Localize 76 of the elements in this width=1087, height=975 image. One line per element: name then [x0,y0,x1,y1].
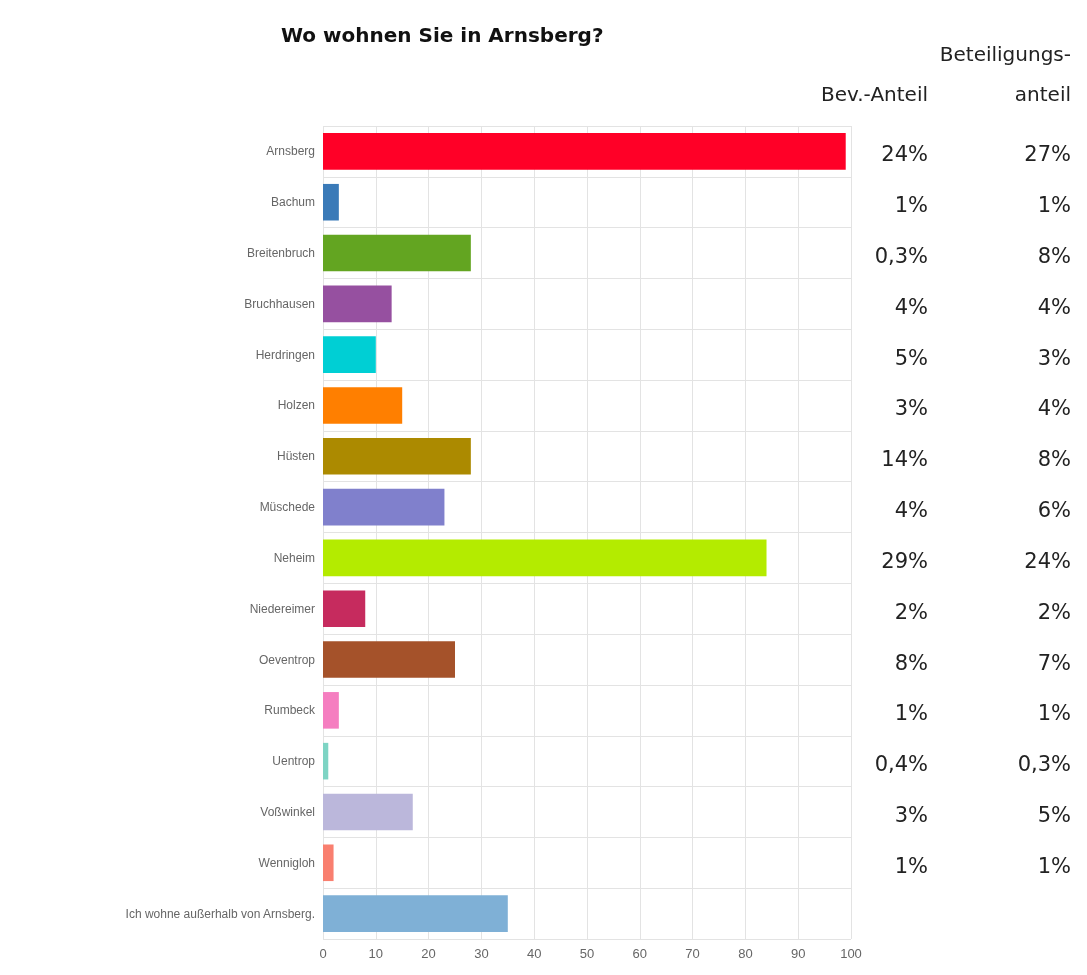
text: 2% [894,599,928,624]
y-tick-label: Herdringen [255,347,315,362]
x-tick-label: 10 [368,946,384,961]
bar [323,336,376,373]
text: 4% [1037,294,1071,319]
bar [323,793,413,831]
text: 5% [894,345,928,370]
text: 3% [894,396,928,421]
x-tick-label: 80 [738,946,753,961]
text: 0,3% [874,244,928,269]
bar [323,437,471,475]
bar [323,234,471,272]
y-tick-label: Uentrop [272,754,316,769]
text: 1% [1037,853,1071,878]
text: 27% [1024,142,1071,167]
text: 0,3% [1017,752,1071,777]
bar [323,692,339,729]
bar [323,742,329,780]
bar [323,590,366,628]
text: Beteiligungs- anteil [939,42,1071,106]
text: 4% [894,498,928,523]
x-tick-label: 30 [474,946,489,961]
text: 0,4% [874,752,928,777]
x-tick-label: 100 [840,946,862,961]
text: 1% [894,701,928,726]
bar [323,641,455,678]
x-tick-label: 70 [685,946,700,961]
text: 1% [894,193,928,218]
x-tick-label: 60 [632,946,648,961]
y-tick-label: Neheim [273,550,315,565]
y-tick-label: Oeventrop [258,652,316,667]
text: 24% [1024,548,1071,573]
y-tick-label: Breitenbruch [246,246,315,261]
bar [323,387,403,424]
y-tick-label: Rumbeck [264,703,316,718]
text: 6% [1037,498,1071,523]
text: 3% [894,802,928,827]
y-tick-label: Arnsberg [266,144,315,159]
y-tick-label: Müschede [259,500,316,515]
text: Bev.-Anteil [820,82,928,106]
bar [323,488,445,526]
text: 1% [894,853,928,878]
text: 24% [881,142,928,167]
text: 4% [1037,396,1071,421]
y-tick-label: Holzen [277,398,315,413]
text: 4% [894,294,928,319]
bar [323,285,392,323]
y-tick-label: Bachum [270,195,315,210]
x-tick-label: 40 [526,946,542,961]
text: 2% [1037,599,1071,624]
text: 8% [1037,244,1071,269]
x-tick-label: 50 [579,946,595,961]
text: 14% [881,447,928,472]
text: 7% [1037,650,1071,675]
bar [323,539,767,577]
x-tick-label: 90 [790,946,806,961]
bar [323,133,846,170]
text: 29% [881,548,928,573]
text: 8% [894,650,928,675]
bar [323,895,508,932]
x-tick-label: 20 [421,946,436,961]
chart-title: Wo wohnen Sie in Arnsberg? [281,23,604,47]
text: 8% [1037,447,1071,472]
bar [323,844,334,882]
y-tick-label: Ich wohne außerhalb von Arnsberg. [125,906,315,921]
y-tick-label: Wennigloh [258,855,315,870]
text: 5% [1037,802,1071,827]
text: 1% [1037,701,1071,726]
y-tick-label: Hüsten [276,449,315,464]
text: 1% [1037,193,1071,218]
x-tick-label: 0 [319,946,327,961]
y-tick-label: Bruchhausen [244,296,315,311]
text: 3% [1037,345,1071,370]
y-tick-label: Niedereimer [249,601,315,616]
bar [323,183,339,221]
y-tick-label: Voßwinkel [260,804,315,819]
